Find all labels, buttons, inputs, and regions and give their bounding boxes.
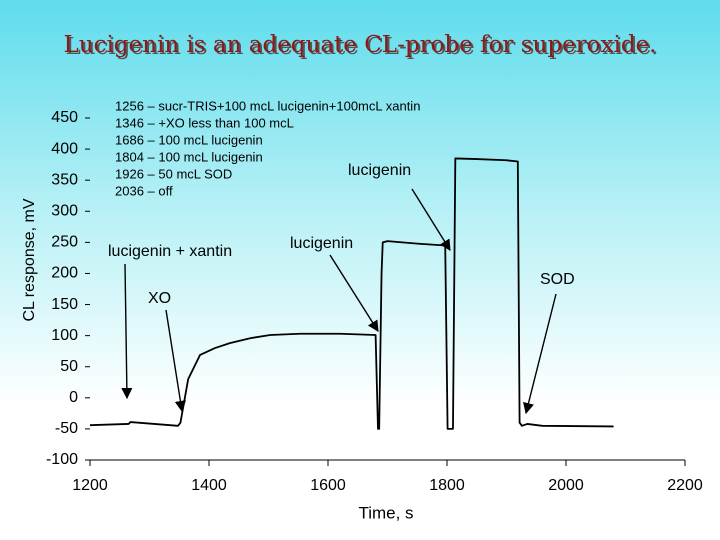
arrow bbox=[411, 188, 451, 251]
note-line: 1256 – sucr-TRIS+100 mcL lucigenin+100mc… bbox=[115, 98, 420, 113]
note-line: 1804 – 100 mcL lucigenin bbox=[115, 149, 263, 164]
arrow bbox=[121, 263, 133, 400]
note-line: 1346 – +XO less than 100 mcL bbox=[115, 115, 294, 130]
x-tick-label: 1800 bbox=[429, 477, 465, 494]
chart-title: Lucigenin is an adequate CL-probe for su… bbox=[63, 32, 656, 58]
y-tick-label: 150 bbox=[51, 296, 78, 313]
y-tick-label: 300 bbox=[51, 202, 78, 219]
y-tick-label: 450 bbox=[51, 109, 78, 126]
data-line bbox=[89, 157, 614, 430]
y-tick-label: 350 bbox=[51, 171, 78, 188]
annotation: lucigenin bbox=[290, 235, 353, 252]
y-tick-label: 200 bbox=[51, 265, 78, 282]
y-tick-label: 250 bbox=[51, 234, 78, 251]
x-tick-label: 1600 bbox=[310, 477, 346, 494]
note-line: 1926 – 50 mcL SOD bbox=[115, 166, 232, 181]
y-tick-label: 50 bbox=[60, 358, 78, 375]
x-tick-label: 2000 bbox=[548, 477, 584, 494]
annotation: SOD bbox=[540, 271, 575, 288]
x-axis-label: Time, s bbox=[358, 503, 413, 522]
title-shadow: Lucigenin is an adequate CL-probe for su… bbox=[65, 34, 658, 60]
annotation: lucigenin + xantin bbox=[108, 243, 232, 260]
x-tick-label: 2200 bbox=[667, 477, 703, 494]
y-tick-label: 100 bbox=[51, 327, 78, 344]
annotation: XO bbox=[148, 290, 171, 307]
y-tick-label: 0 bbox=[69, 389, 78, 406]
y-axis-label: CL response, mV bbox=[21, 198, 38, 321]
arrow bbox=[523, 293, 557, 415]
arrow bbox=[329, 254, 379, 332]
annotation: lucigenin bbox=[348, 162, 411, 179]
y-tick-label: 400 bbox=[51, 140, 78, 157]
y-tick-label: -100 bbox=[46, 451, 78, 468]
note-line: 2036 – off bbox=[115, 183, 173, 198]
y-tick-label: -50 bbox=[55, 420, 78, 437]
arrow bbox=[165, 309, 186, 413]
x-tick-label: 1400 bbox=[191, 477, 227, 494]
note-line: 1686 – 100 mcL lucigenin bbox=[115, 132, 263, 147]
x-tick-label: 1200 bbox=[72, 477, 108, 494]
